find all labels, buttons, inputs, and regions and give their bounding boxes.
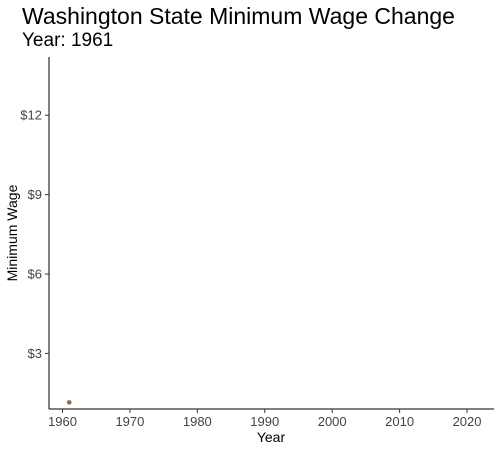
chart-title: Washington State Minimum Wage Change <box>22 3 455 29</box>
chart-subtitle: Year: 1961 <box>22 30 114 51</box>
x-tick-label: 2010 <box>385 414 414 429</box>
y-tick-label: $9 <box>28 187 42 202</box>
x-tick-label: 2020 <box>453 414 482 429</box>
x-axis-ticks: 1960 1970 1980 1990 2000 2010 2020 <box>48 409 481 429</box>
y-tick-label: $3 <box>28 346 42 361</box>
x-tick-label: 1990 <box>250 414 279 429</box>
x-tick-label: 1980 <box>183 414 212 429</box>
data-points <box>66 400 72 405</box>
x-tick-label: 2000 <box>318 414 347 429</box>
y-axis-title: Minimum Wage <box>4 184 20 281</box>
y-tick-label: $6 <box>28 267 42 282</box>
x-tick-label: 1960 <box>48 414 77 429</box>
data-point <box>66 400 72 405</box>
y-tick-label: $12 <box>20 108 42 123</box>
y-axis-ticks: $3 $6 $9 $12 <box>20 108 49 361</box>
x-axis-title: Year <box>257 429 286 445</box>
x-tick-label: 1970 <box>115 414 144 429</box>
